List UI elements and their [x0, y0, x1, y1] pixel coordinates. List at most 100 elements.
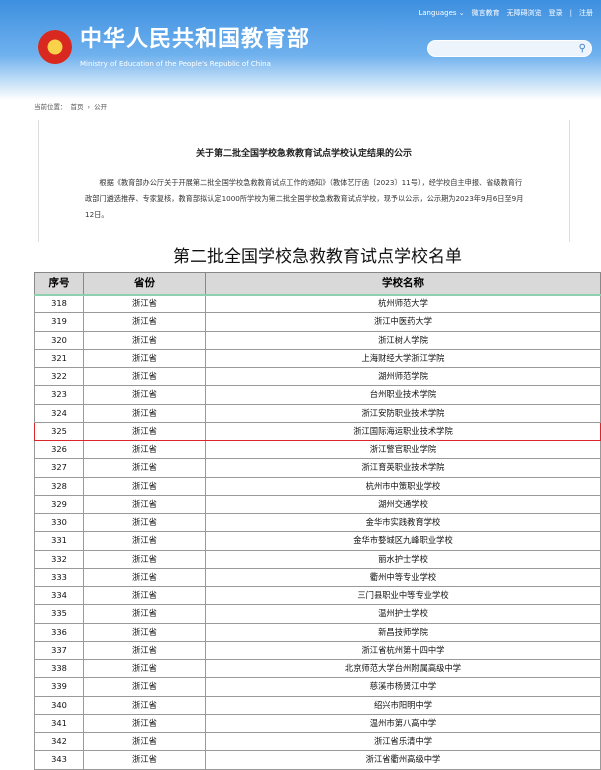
index-cell: 321 — [34, 348, 84, 369]
province-cell: 浙江省 — [83, 439, 206, 460]
index-cell: 341 — [34, 713, 84, 734]
province-cell: 浙江省 — [83, 713, 206, 734]
index-cell: 329 — [34, 494, 84, 515]
index-cell: 333 — [34, 567, 84, 588]
national-emblem-icon — [38, 30, 72, 64]
breadcrumb-label: 当前位置： — [34, 103, 67, 111]
article-title: 关于第二批全国学校急救教育试点学校认定结果的公示 — [195, 149, 412, 159]
login-link[interactable]: 登录 — [548, 9, 563, 17]
table-row: 327 浙江省 浙江育英职业技术学院 — [34, 458, 601, 478]
school-cell: 北京师范大学台州附属高级中学 — [205, 658, 601, 679]
index-cell: 318 — [34, 293, 84, 314]
school-cell: 金华市婺城区九峰职业学校 — [205, 531, 601, 551]
index-cell: 326 — [34, 439, 84, 460]
index-cell: 327 — [34, 458, 84, 478]
province-cell: 浙江省 — [83, 421, 206, 442]
province-cell: 浙江省 — [83, 604, 206, 624]
table-row: 332 浙江省 丽水护士学校 — [34, 549, 601, 569]
index-cell: 331 — [34, 531, 84, 551]
index-cell: 319 — [34, 312, 84, 332]
index-cell: 337 — [34, 640, 84, 661]
province-cell: 浙江省 — [83, 531, 206, 551]
school-cell: 温州市第八高中学 — [205, 713, 601, 734]
header-province: 省份 — [83, 272, 206, 296]
school-cell: 上海财经大学浙江学院 — [205, 348, 601, 369]
index-cell: 340 — [34, 695, 84, 715]
province-cell: 浙江省 — [83, 312, 206, 332]
site-title[interactable]: 中华人民共和国教育部 — [80, 27, 311, 52]
school-cell: 湖州交通学校 — [205, 494, 601, 515]
province-cell: 浙江省 — [83, 403, 206, 423]
article-body: 根据《教育部办公厅关于开展第二批全国学校急救教育试点工作的通知》（教体艺厅函〔2… — [85, 178, 524, 219]
table-row: 320 浙江省 浙江树人学院 — [34, 330, 601, 350]
index-cell: 332 — [34, 549, 84, 569]
school-cell: 丽水护士学校 — [205, 549, 601, 569]
table-row: 329 浙江省 湖州交通学校 — [34, 494, 601, 515]
site-subtitle: Ministry of Education of the People's Re… — [80, 60, 271, 68]
table-row: 343 浙江省 浙江省衢州高级中学 — [34, 750, 601, 770]
province-cell: 浙江省 — [83, 622, 206, 642]
school-cell: 浙江省乐清中学 — [205, 731, 601, 752]
province-cell: 浙江省 — [83, 494, 206, 515]
school-cell: 台州职业技术学院 — [205, 385, 601, 405]
table-row: 319 浙江省 浙江中医药大学 — [34, 312, 601, 332]
index-cell: 335 — [34, 604, 84, 624]
province-cell: 浙江省 — [83, 640, 206, 661]
header-index: 序号 — [34, 272, 84, 296]
school-cell: 三门县职业中等专业学校 — [205, 585, 601, 606]
school-cell: 浙江省杭州第十四中学 — [205, 640, 601, 661]
table-row: 335 浙江省 温州护士学校 — [34, 604, 601, 624]
accessibility-link[interactable]: 无障碍浏览 — [506, 9, 542, 17]
index-cell: 334 — [34, 585, 84, 606]
site-header: Languages ⌄ 微言教育 无障碍浏览 登录 | 注册 中华人民共和国教育… — [0, 0, 601, 100]
province-cell: 浙江省 — [83, 731, 206, 752]
table-row: 330 浙江省 金华市实践教育学校 — [34, 512, 601, 533]
table-row: 342 浙江省 浙江省乐清中学 — [34, 731, 601, 752]
index-cell: 336 — [34, 622, 84, 642]
school-cell: 慈溪市杨贤江中学 — [205, 677, 601, 697]
province-cell: 浙江省 — [83, 750, 206, 770]
index-cell: 339 — [34, 677, 84, 697]
school-cell: 浙江中医药大学 — [205, 312, 601, 332]
school-cell: 浙江育英职业技术学院 — [205, 458, 601, 478]
header-school: 学校名称 — [205, 272, 601, 296]
school-cell: 浙江国际海运职业技术学院 — [205, 421, 601, 442]
table-row: 323 浙江省 台州职业技术学院 — [34, 385, 601, 405]
school-cell: 湖州师范学院 — [205, 366, 601, 387]
breadcrumb-sep: › — [87, 103, 91, 111]
index-cell: 328 — [34, 476, 84, 496]
school-cell: 绍兴市阳明中学 — [205, 695, 601, 715]
school-table: 序号 省份 学校名称 318 浙江省 杭州师范大学 319 浙江省 浙江中医药大学 320 浙… — [34, 272, 601, 770]
search-input[interactable]: ⚲ — [427, 40, 592, 57]
school-cell: 衢州中等专业学校 — [205, 567, 601, 588]
province-cell: 浙江省 — [83, 366, 206, 387]
article: 关于第二批全国学校急救教育试点学校认定结果的公示 根据《教育部办公厅关于开展第二… — [38, 120, 570, 242]
table-row: 326 浙江省 浙江警官职业学院 — [34, 439, 601, 460]
province-cell: 浙江省 — [83, 385, 206, 405]
table-row: 336 浙江省 新昌技师学院 — [34, 622, 601, 642]
province-cell: 浙江省 — [83, 658, 206, 679]
province-cell: 浙江省 — [83, 585, 206, 606]
weiyan-link[interactable]: 微言教育 — [471, 9, 500, 17]
school-cell: 新昌技师学院 — [205, 622, 601, 642]
table-row: 333 浙江省 衢州中等专业学校 — [34, 567, 601, 588]
table-row: 322 浙江省 湖州师范学院 — [34, 366, 601, 387]
table-row: 331 浙江省 金华市婺城区九峰职业学校 — [34, 531, 601, 551]
breadcrumb-home[interactable]: 首页 — [70, 103, 84, 111]
languages-link[interactable]: Languages ⌄ — [418, 9, 465, 17]
province-cell: 浙江省 — [83, 293, 206, 314]
top-links: Languages ⌄ 微言教育 无障碍浏览 登录 | 注册 — [418, 9, 593, 18]
breadcrumb-public[interactable]: 公开 — [94, 103, 108, 111]
index-cell: 330 — [34, 512, 84, 533]
school-cell: 浙江省衢州高级中学 — [205, 750, 601, 770]
table-row: 339 浙江省 慈溪市杨贤江中学 — [34, 677, 601, 697]
school-cell: 金华市实践教育学校 — [205, 512, 601, 533]
table-row: 321 浙江省 上海财经大学浙江学院 — [34, 348, 601, 369]
province-cell: 浙江省 — [83, 567, 206, 588]
school-list: 第二批全国学校急救教育试点学校名单 序号 省份 学校名称 318 浙江省 杭州师范大… — [34, 242, 601, 770]
search-icon[interactable]: ⚲ — [578, 43, 586, 54]
register-link[interactable]: 注册 — [579, 9, 593, 17]
table-row: 337 浙江省 浙江省杭州第十四中学 — [34, 640, 601, 661]
breadcrumb: 当前位置： 首页 › 公开 — [34, 103, 107, 112]
index-cell: 320 — [34, 330, 84, 350]
